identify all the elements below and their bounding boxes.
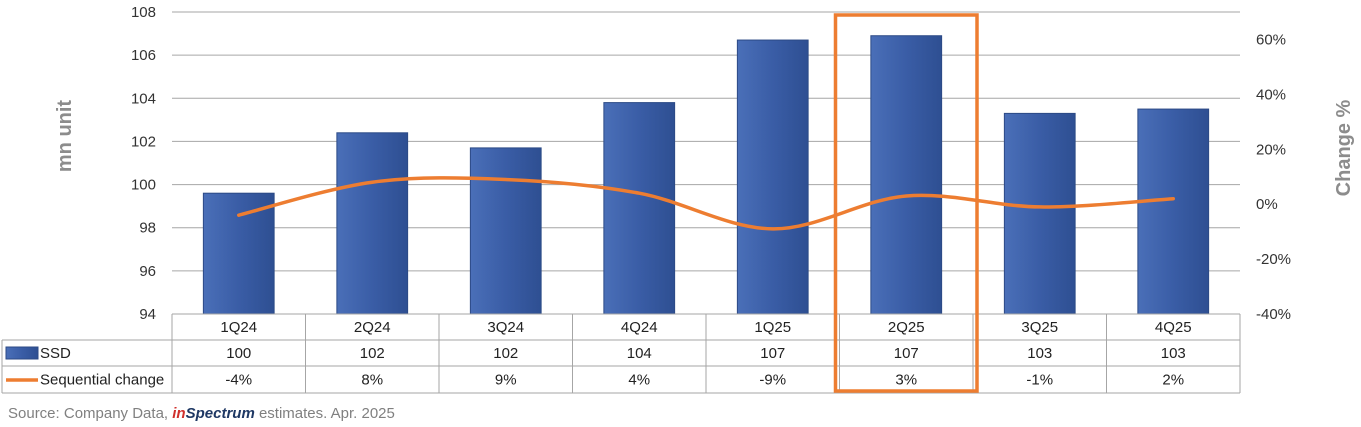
y-tick-label: 94 bbox=[139, 306, 156, 323]
y-tick-label: 104 bbox=[131, 90, 156, 107]
brand-rest: Spectrum bbox=[185, 405, 255, 422]
source-prefix: Source: Company Data, bbox=[8, 405, 173, 422]
y-tick-label: 102 bbox=[131, 133, 156, 150]
y2-tick-label: -20% bbox=[1256, 251, 1291, 268]
ssd-bar bbox=[870, 35, 943, 315]
ssd-data-label: 107 bbox=[760, 345, 785, 362]
ssd-data-label: 104 bbox=[627, 345, 652, 362]
table-category-label: 3Q24 bbox=[487, 319, 524, 336]
table-category-label: 1Q25 bbox=[754, 319, 791, 336]
table-category-label: 4Q25 bbox=[1155, 319, 1192, 336]
sequential-change-line bbox=[237, 176, 1175, 231]
sequential-change-data-label: -4% bbox=[225, 372, 252, 389]
highlight-layer bbox=[833, 13, 979, 393]
ssd-bar bbox=[603, 102, 676, 315]
table-category-label: 2Q24 bbox=[354, 319, 391, 336]
ssd-bars bbox=[202, 35, 1210, 315]
table-category-label: 4Q24 bbox=[621, 319, 658, 336]
legend-key-ssd bbox=[5, 346, 39, 360]
sequential-change-data-label: 4% bbox=[628, 372, 650, 389]
ssd-bar bbox=[202, 192, 275, 315]
y-tick-label: 108 bbox=[131, 4, 156, 21]
ssd-bar bbox=[336, 132, 409, 315]
source-suffix: estimates. Apr. 2025 bbox=[254, 405, 395, 422]
legend-label-ssd: SSD bbox=[40, 345, 71, 362]
highlight-box bbox=[833, 13, 979, 393]
y-tick-label: 96 bbox=[139, 263, 156, 280]
sequential-change-data-label: 3% bbox=[895, 372, 917, 389]
ssd-data-label: 102 bbox=[360, 345, 385, 362]
sequential-change-data-label: 2% bbox=[1162, 372, 1184, 389]
table-category-label: 2Q25 bbox=[888, 319, 925, 336]
y-axis-title: mn unit bbox=[54, 100, 76, 173]
y-axis: 94 96 98 100 102 104 106 108 bbox=[131, 4, 156, 323]
y2-tick-label: 60% bbox=[1256, 31, 1286, 48]
y2-tick-label: 20% bbox=[1256, 141, 1286, 158]
gridlines bbox=[172, 11, 1240, 272]
source-note: Source: Company Data, inSpectrum estimat… bbox=[8, 405, 395, 422]
table-category-label: 1Q24 bbox=[220, 319, 257, 336]
legend-label-sequential-change: Sequential change bbox=[40, 372, 164, 389]
ssd-data-label: 100 bbox=[226, 345, 251, 362]
data-table: 1Q24 2Q24 3Q24 4Q24 1Q25 2Q25 3Q25 4Q25 100 102 10… bbox=[1, 313, 1241, 394]
y2-tick-label: 40% bbox=[1256, 86, 1286, 103]
y2-axis: -40% -20% 0% 20% 40% 60% bbox=[1256, 31, 1291, 323]
ssd-data-label: 107 bbox=[894, 345, 919, 362]
y2-axis-title: Change % bbox=[1333, 99, 1355, 196]
ssd-bar bbox=[736, 39, 809, 315]
ssd-bar bbox=[1137, 108, 1210, 315]
y-tick-label: 106 bbox=[131, 47, 156, 64]
ssd-data-label: 103 bbox=[1161, 345, 1186, 362]
sequential-change-data-label: -9% bbox=[759, 372, 786, 389]
ssd-data-label: 102 bbox=[493, 345, 518, 362]
chart: 94 96 98 100 102 104 106 108 -40% -20% 0% 20% 40% 60… bbox=[1, 4, 1355, 394]
ssd-bar bbox=[469, 147, 542, 315]
ssd-bar bbox=[1003, 112, 1076, 315]
y-tick-label: 100 bbox=[131, 177, 156, 194]
sequential-change-data-label: 8% bbox=[361, 372, 383, 389]
ssd-data-label: 103 bbox=[1027, 345, 1052, 362]
y2-tick-label: 0% bbox=[1256, 196, 1278, 213]
y-tick-label: 98 bbox=[139, 220, 156, 237]
sequential-change-data-label: -1% bbox=[1026, 372, 1053, 389]
sequential-change-line-layer bbox=[237, 176, 1175, 231]
brand-in: in bbox=[172, 405, 186, 422]
table-category-label: 3Q25 bbox=[1021, 319, 1058, 336]
y2-tick-label: -40% bbox=[1256, 306, 1291, 323]
sequential-change-data-label: 9% bbox=[495, 372, 517, 389]
